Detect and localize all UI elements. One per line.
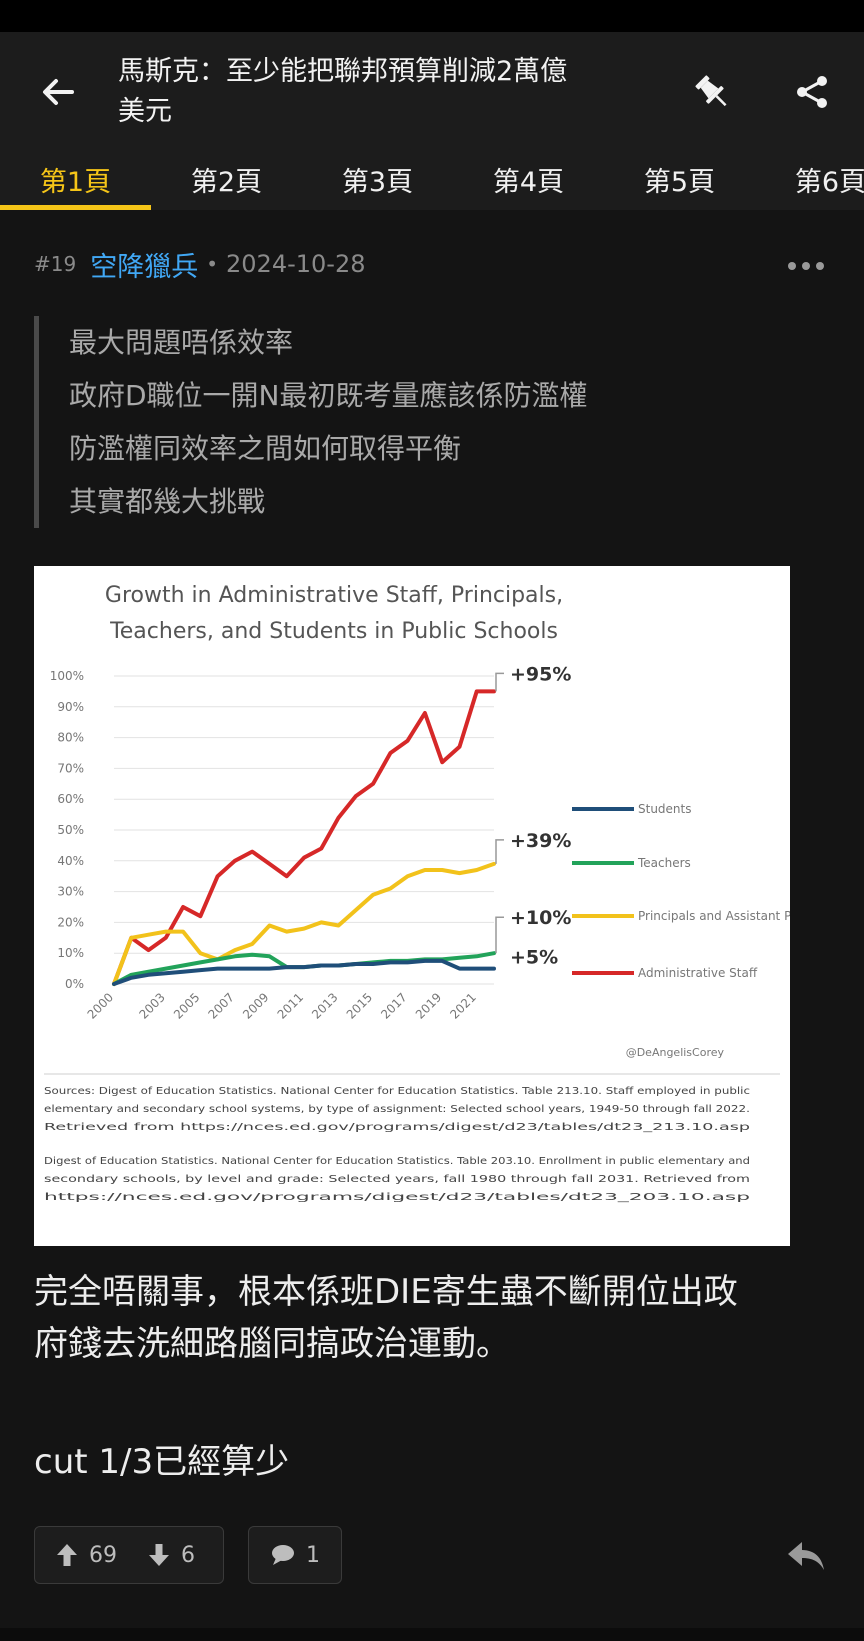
back-button[interactable] (34, 68, 82, 116)
quote-line: 政府D職位一開N最初既考量應該係防濫權 (69, 379, 588, 412)
comment-count: 1 (306, 1542, 320, 1568)
quote-line: 其實都幾大挑戰 (69, 485, 266, 518)
source-line: https://nces.ed.gov/programs/digest/d23/… (44, 1192, 750, 1203)
y-tick-label: 100% (50, 669, 84, 683)
y-tick-label: 70% (57, 761, 84, 775)
comment-button[interactable]: 1 (248, 1526, 342, 1584)
post-image-chart[interactable]: Growth in Administrative Staff, Principa… (34, 566, 841, 1246)
x-tick-label: 2000 (85, 990, 116, 1021)
x-tick-label: 2017 (378, 990, 409, 1021)
post-date: 2024-10-28 (226, 250, 366, 278)
post-header: #19 空降獵兵 • 2024-10-28 (34, 244, 366, 284)
share-button[interactable] (788, 68, 836, 116)
post-username[interactable]: 空降獵兵 (90, 251, 199, 283)
page-tabs: 第1頁 第2頁 第3頁 第4頁 第5頁 第6頁 (0, 148, 864, 210)
source-line: secondary schools, by level and grade: S… (44, 1174, 750, 1185)
end-value-label: +5% (510, 947, 558, 969)
speech-bubble-icon (272, 1545, 294, 1565)
thread-title-line2: 美元 (118, 96, 172, 127)
active-tab-indicator (0, 205, 151, 210)
reply-button[interactable] (782, 1532, 830, 1580)
arrow-down-icon (149, 1544, 169, 1566)
upvote-button[interactable]: 69 (55, 1542, 117, 1568)
downvote-count: 6 (181, 1542, 195, 1568)
vote-box: 69 6 (34, 1526, 224, 1584)
post-body: 完全唔關事，根本係班DIE寄生蟲不斷開位出政 府錢去洗細路腦同搞政治運動。 (34, 1266, 824, 1370)
tab-page-1[interactable]: 第1頁 (39, 166, 112, 198)
status-bar (0, 0, 864, 32)
series-line-2 (112, 861, 496, 986)
y-tick-label: 80% (57, 731, 84, 745)
post-body-last-line: cut 1/3已經算少 (34, 1442, 290, 1482)
legend-label: Administrative Staff (638, 966, 758, 980)
tab-page-2[interactable]: 第2頁 (190, 166, 263, 198)
label-leader (495, 916, 504, 954)
line-chart: Growth in Administrative Staff, Principa… (44, 583, 841, 1203)
quote-line: 防濫權同效率之間如何取得平衡 (69, 432, 462, 465)
x-tick-label: 2003 (136, 990, 167, 1021)
more-options-button[interactable] (784, 248, 828, 284)
more-horizontal-icon (788, 262, 824, 270)
downvote-button[interactable]: 6 (147, 1542, 195, 1568)
thread-title-line1: 馬斯克：至少能把聯邦預算削減2萬億 (118, 56, 568, 87)
y-tick-label: 90% (57, 700, 84, 714)
y-tick-label: 0% (65, 977, 84, 991)
source-line: Sources: Digest of Education Statistics.… (44, 1086, 750, 1097)
x-tick-label: 2011 (275, 990, 306, 1021)
arrow-left-icon (43, 79, 74, 105)
share-icon (797, 76, 827, 108)
top-app-bar: 馬斯克：至少能把聯邦預算削減2萬億 美元 (0, 32, 864, 148)
x-tick-label: 2007 (206, 990, 237, 1021)
legend-label: Students (638, 802, 692, 816)
end-value-label: +10% (510, 907, 571, 929)
end-value-label: +39% (510, 830, 571, 852)
series-line-3 (112, 689, 496, 986)
chart-title: Growth in Administrative Staff, Principa… (105, 583, 563, 608)
post-floor-number: #19 (34, 252, 77, 276)
quote-line: 最大問題唔係效率 (69, 326, 294, 359)
pushpin-icon (695, 75, 727, 107)
tab-page-4[interactable]: 第4頁 (492, 166, 565, 198)
meta-separator: • (206, 252, 219, 276)
x-tick-label: 2013 (309, 990, 340, 1021)
label-leader (495, 672, 504, 692)
tab-page-6[interactable]: 第6頁 (794, 166, 864, 198)
y-tick-label: 20% (57, 915, 84, 929)
bookmark-button[interactable] (688, 68, 736, 116)
y-tick-label: 40% (57, 854, 84, 868)
y-tick-label: 50% (57, 823, 84, 837)
series-line-0 (112, 958, 496, 986)
tab-page-5[interactable]: 第5頁 (643, 166, 716, 198)
tab-page-3[interactable]: 第3頁 (341, 166, 414, 198)
quoted-text: 最大問題唔係效率 政府D職位一開N最初既考量應該係防濫權 防濫權同效率之間如何取… (34, 316, 769, 528)
post-body-line: 府錢去洗細路腦同搞政治運動。 (34, 1324, 510, 1364)
arrow-up-icon (57, 1544, 77, 1566)
x-tick-label: 2015 (344, 990, 375, 1021)
source-line: elementary and secondary school systems,… (44, 1104, 750, 1115)
x-tick-label: 2019 (413, 990, 444, 1021)
post-body-line: 完全唔關事，根本係班DIE寄生蟲不斷開位出政 (34, 1272, 738, 1312)
chart-credit: @DeAngelisCorey (626, 1046, 725, 1059)
x-tick-label: 2005 (171, 990, 202, 1021)
post-divider (0, 1628, 864, 1641)
legend-label: Teachers (637, 856, 691, 870)
label-leader (495, 839, 504, 864)
thread-title: 馬斯克：至少能把聯邦預算削減2萬億 美元 (118, 52, 638, 132)
upvote-count: 69 (89, 1542, 117, 1568)
source-line: Digest of Education Statistics. National… (44, 1156, 750, 1167)
y-tick-label: 10% (57, 946, 84, 960)
y-tick-label: 60% (57, 792, 84, 806)
x-tick-label: 2021 (447, 990, 478, 1021)
x-tick-label: 2009 (240, 990, 271, 1021)
y-tick-label: 30% (57, 885, 84, 899)
legend-label: Principals and Assistant Principals (638, 909, 790, 923)
reply-icon (788, 1542, 824, 1570)
end-value-label: +95% (510, 663, 571, 685)
chart-title: Teachers, and Students in Public Schools (109, 619, 558, 644)
source-line: Retrieved from https://nces.ed.gov/progr… (44, 1122, 750, 1133)
